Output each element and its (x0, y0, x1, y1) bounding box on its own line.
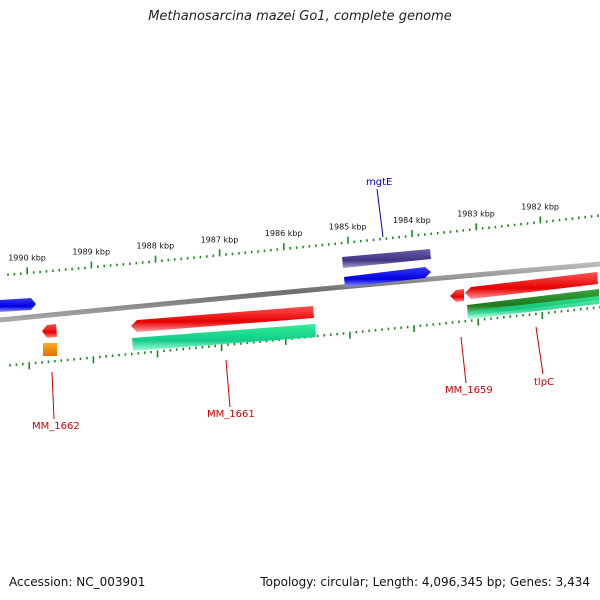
cds-MM-1659[interactable] (450, 289, 464, 302)
outer-position-ruler: 1990 kbp 1989 kbp 1988 kbp 1987 kbp 1986 kbp… (7, 202, 599, 276)
cds-forward-left-blue[interactable] (0, 298, 36, 312)
gene-label-mgtE: mgtE (366, 177, 392, 188)
ruler-label: 1990 kbp (8, 253, 46, 262)
ruler-label: 1988 kbp (137, 242, 175, 251)
ruler-label: 1989 kbp (72, 248, 110, 257)
ruler-label: 1987 kbp (201, 235, 239, 244)
leader-tlpC (535, 326, 544, 375)
genome-backbone (0, 261, 600, 323)
ruler-label: 1986 kbp (265, 229, 303, 238)
ruler-label: 1985 kbp (329, 223, 367, 232)
cds-tlpC[interactable] (465, 272, 598, 299)
cds-MM-1662[interactable] (42, 324, 57, 338)
gene-tlpC[interactable] (467, 289, 599, 319)
accession-text: Accession: NC_003901 (9, 575, 146, 589)
leader-MM-1662 (51, 371, 55, 420)
gene-label-MM-1662: MM_1662 (32, 421, 80, 432)
ruler-label: 1982 kbp (521, 202, 559, 211)
map-title: Methanosarcina mazei Go1, complete genom… (148, 9, 452, 24)
cds-mgtE[interactable] (344, 267, 431, 287)
cds-MM-1661[interactable] (131, 306, 314, 332)
gene-label-MM-1659: MM_1659 (445, 385, 493, 396)
gene-label-tlpC: tlpC (534, 377, 554, 388)
leader-MM-1659 (460, 336, 467, 384)
genome-summary-text: Topology: circular; Length: 4,096,345 bp… (260, 575, 590, 589)
gene-mgtE[interactable] (342, 249, 431, 268)
leader-MM-1661 (225, 359, 231, 408)
gene-MM-1661[interactable] (132, 324, 316, 351)
leader-mgtE (376, 188, 384, 238)
gene-MM-1662[interactable] (43, 343, 57, 356)
ruler-label: 1983 kbp (457, 209, 495, 218)
ruler-label: 1984 kbp (393, 216, 431, 225)
gene-label-MM-1661: MM_1661 (207, 409, 255, 420)
